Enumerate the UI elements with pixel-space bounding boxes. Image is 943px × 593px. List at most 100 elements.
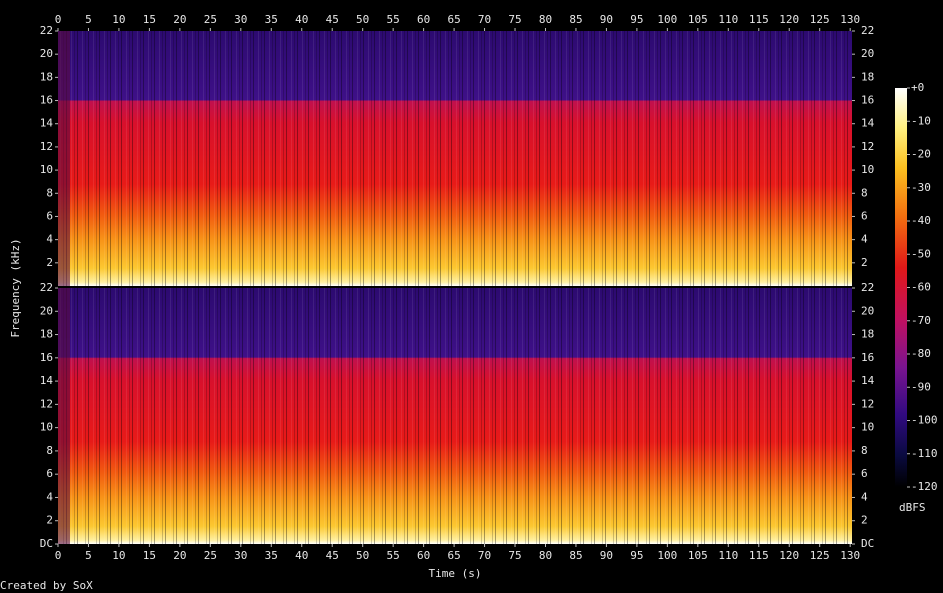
y-tick-label: 12 [861, 140, 874, 153]
y-tick-label: 4 [861, 490, 868, 503]
x-tick-label: 120 [779, 549, 799, 562]
y-tick-label: 12 [861, 397, 874, 410]
x-tick-label: 120 [779, 13, 799, 26]
x-tick-label: 115 [749, 13, 769, 26]
y-tick-label: 16 [861, 351, 874, 364]
channel-1 [58, 31, 852, 286]
x-tick-label: 80 [539, 549, 552, 562]
x-tick-label: 10 [112, 13, 125, 26]
spectrogram-texture [58, 288, 852, 544]
x-tick-label: 5 [85, 549, 92, 562]
x-tick-label: 90 [600, 549, 613, 562]
y-tick-label: 14 [40, 374, 54, 387]
y-tick-label: 18 [40, 70, 53, 83]
x-tick-label: 100 [657, 549, 677, 562]
y-tick-label: 16 [40, 94, 53, 107]
y-axis-label: Frequency (kHz) [9, 238, 22, 337]
colorbar-tick-label: -70 [911, 314, 931, 327]
colorbar-tick-label: -10 [911, 114, 931, 127]
x-tick-label: 75 [508, 549, 521, 562]
x-tick-label: 15 [143, 549, 156, 562]
x-tick-label: 25 [204, 13, 217, 26]
x-tick-label: 130 [840, 13, 860, 26]
y-tick-label: 10 [861, 163, 874, 176]
y-tick-label: 8 [46, 186, 53, 199]
y-tick-label: 20 [40, 47, 53, 60]
colorbar-tick-label: -30 [911, 181, 931, 194]
x-tick-label: 85 [569, 13, 582, 26]
y-tick-label: 8 [861, 444, 868, 457]
x-tick-label: 80 [539, 13, 552, 26]
x-tick-label: 50 [356, 549, 369, 562]
y-tick-label: 6 [46, 467, 53, 480]
x-tick-label: 105 [688, 549, 708, 562]
x-tick-label: 40 [295, 549, 308, 562]
y-tick-label: 6 [861, 467, 868, 480]
colorbar-tick-label: -100 [911, 414, 938, 427]
y-tick-label: 2 [46, 256, 53, 269]
x-tick-label: 125 [810, 13, 830, 26]
colorbar-label: dBFS [899, 501, 926, 514]
y-tick-label: 6 [46, 209, 53, 222]
y-tick-label: 14 [861, 374, 875, 387]
colorbar [895, 88, 907, 487]
y-tick-label: 20 [861, 47, 874, 60]
y-tick-label: 18 [861, 328, 874, 341]
y-tick-label: 16 [40, 351, 53, 364]
y-tick-label: 2 [861, 256, 868, 269]
x-tick-label: 65 [447, 13, 460, 26]
x-tick-label: 10 [112, 549, 125, 562]
y-tick-label: 16 [861, 94, 874, 107]
x-tick-label: 110 [718, 549, 738, 562]
y-tick-label: DC [40, 537, 53, 550]
x-tick-label: 130 [840, 549, 860, 562]
y-tick-label: 4 [861, 233, 868, 246]
y-tick-label: 18 [40, 328, 53, 341]
y-tick-label: 22 [861, 24, 874, 37]
y-tick-label: 22 [861, 281, 874, 294]
channel-2 [58, 288, 852, 544]
silence-strip [58, 31, 70, 286]
x-tick-label: 25 [204, 549, 217, 562]
x-tick-label: 75 [508, 13, 521, 26]
x-tick-label: 110 [718, 13, 738, 26]
x-tick-label: 95 [630, 13, 643, 26]
x-tick-label: 15 [143, 13, 156, 26]
x-tick-label: 90 [600, 13, 613, 26]
x-tick-label: 40 [295, 13, 308, 26]
x-tick-label: 70 [478, 13, 491, 26]
x-tick-label: 0 [55, 549, 62, 562]
x-tick-label: 85 [569, 549, 582, 562]
x-tick-label: 60 [417, 549, 430, 562]
y-tick-label: 12 [40, 140, 53, 153]
colorbar-tick-label: +0 [911, 81, 924, 94]
y-tick-label: 20 [861, 304, 874, 317]
colorbar-tick-label: -110 [911, 447, 938, 460]
y-tick-label: 10 [861, 421, 874, 434]
y-tick-label: 8 [861, 186, 868, 199]
x-tick-label: 125 [810, 549, 830, 562]
y-tick-label: 4 [46, 233, 53, 246]
x-tick-label: 55 [387, 549, 400, 562]
colorbar-tick-label: -50 [911, 247, 931, 260]
y-tick-label: 4 [46, 490, 53, 503]
colorbar-tick-label: -80 [911, 347, 931, 360]
x-tick-label: 105 [688, 13, 708, 26]
y-tick-label: 14 [40, 117, 54, 130]
y-tick-label: 8 [46, 444, 53, 457]
x-tick-label: 20 [173, 549, 186, 562]
y-tick-label: 18 [861, 70, 874, 83]
colorbar-tick-label: -60 [911, 281, 931, 294]
y-tick-label: 20 [40, 304, 53, 317]
x-tick-label: 70 [478, 549, 491, 562]
y-tick-label: 14 [861, 117, 875, 130]
x-tick-label: 5 [85, 13, 92, 26]
silence-strip [58, 288, 70, 544]
x-tick-label: 95 [630, 549, 643, 562]
y-tick-label: 10 [40, 421, 53, 434]
x-axis-label: Time (s) [429, 567, 482, 580]
colorbar-tick-label: -40 [911, 214, 931, 227]
y-tick-label: 2 [46, 514, 53, 527]
colorbar-tick-label: -20 [911, 148, 931, 161]
